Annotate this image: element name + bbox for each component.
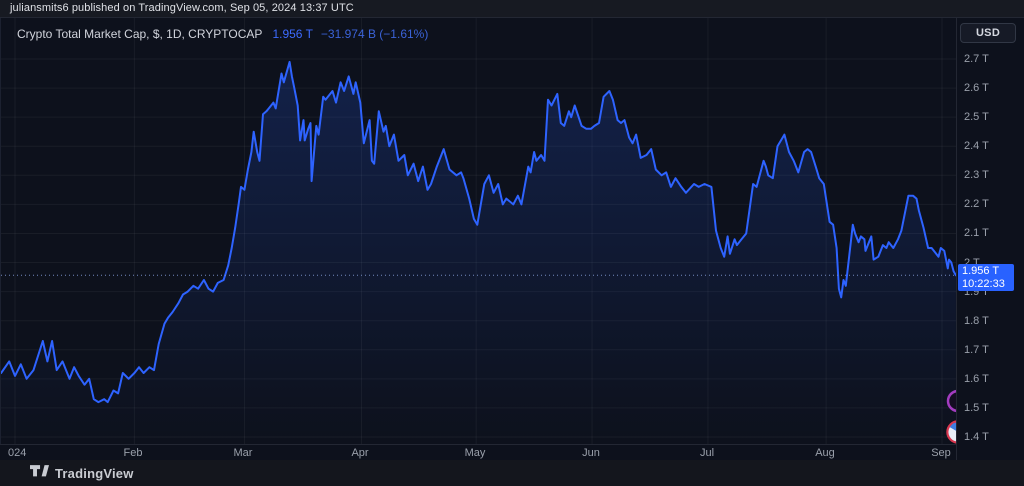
- y-axis-label: 2.3 T: [964, 169, 989, 181]
- y-axis-label: 2.6 T: [964, 82, 989, 94]
- circle-marker-red-icon[interactable]: [946, 420, 957, 444]
- chart-widget: Crypto Total Market Cap, $, 1D, CRYPTOCA…: [0, 17, 1024, 461]
- symbol-title[interactable]: Crypto Total Market Cap, $, 1D, CRYPTOCA…: [17, 27, 263, 41]
- y-axis-label: 1.4 T: [964, 431, 989, 443]
- attribution-text: juliansmits6 published on TradingView.co…: [10, 2, 354, 14]
- time-scale[interactable]: 024 Feb Mar Apr May Jun Jul Aug Sep: [0, 444, 956, 461]
- legend: Crypto Total Market Cap, $, 1D, CRYPTOCA…: [17, 27, 428, 41]
- x-axis-label: 024: [8, 447, 27, 459]
- y-axis-label: 2.5 T: [964, 111, 989, 123]
- current-price-badge: 1.956 T 10:22:33: [958, 264, 1014, 291]
- chart-plot[interactable]: Crypto Total Market Cap, $, 1D, CRYPTOCA…: [0, 18, 956, 444]
- x-axis-label: Feb: [123, 447, 143, 459]
- currency-button[interactable]: USD: [960, 23, 1016, 43]
- y-axis-label: 2.2 T: [964, 198, 989, 210]
- last-value: 1.956 T: [272, 27, 313, 41]
- y-axis-label: 1.7 T: [964, 344, 989, 356]
- y-axis-label: 2.4 T: [964, 140, 989, 152]
- tradingview-logo-link[interactable]: TradingView: [30, 465, 134, 481]
- x-axis-label: May: [464, 447, 486, 459]
- x-axis-label: Jul: [699, 447, 715, 459]
- market-cap-area-chart[interactable]: [1, 18, 956, 444]
- x-axis-label: Sep: [931, 447, 951, 459]
- x-axis-label: Jun: [582, 447, 600, 459]
- price-line-series: [1, 60, 956, 404]
- current-price-value: 1.956 T: [962, 265, 1000, 277]
- y-axis-label: 2.1 T: [964, 227, 989, 239]
- tradingview-brand-text: TradingView: [55, 465, 134, 481]
- y-axis-label: 1.6 T: [964, 373, 989, 385]
- attribution-bar: juliansmits6 published on TradingView.co…: [0, 0, 1024, 17]
- tradingview-logo-icon: [30, 465, 49, 477]
- x-axis-label: Apr: [351, 447, 369, 459]
- area-fill: [1, 61, 956, 444]
- bar-countdown: 10:22:33: [962, 278, 1005, 290]
- change-value: −31.974 B (−1.61%): [320, 27, 429, 41]
- y-axis-label: 2.7 T: [964, 53, 989, 65]
- y-axis-label: 1.8 T: [964, 315, 989, 327]
- y-axis-label: 1.5 T: [964, 402, 989, 414]
- circle-marker-purple-icon[interactable]: [946, 389, 956, 413]
- x-axis-label: Mar: [233, 447, 253, 459]
- footer-bar: TradingView: [0, 460, 1024, 486]
- x-axis-label: Aug: [815, 447, 835, 459]
